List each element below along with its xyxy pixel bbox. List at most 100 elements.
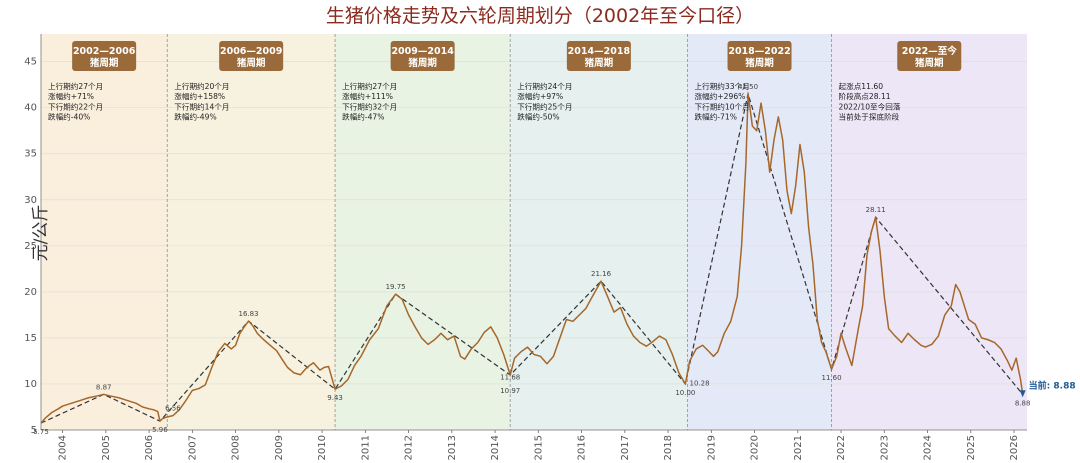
- y-tick-label: 35: [24, 149, 37, 160]
- cycle-note: 下行期约32个月: [342, 101, 397, 111]
- cycle-note: 涨幅约+158%: [174, 91, 225, 101]
- cycle-badge: [390, 41, 455, 71]
- cycle-sub: 猪周期: [584, 57, 614, 69]
- cycle-badge: [566, 41, 631, 71]
- cycle-note: 涨幅约+97%: [517, 91, 563, 101]
- y-tick-label: 40: [24, 103, 37, 114]
- cycle-note: 跌幅约-47%: [342, 112, 384, 122]
- current-value-label: 当前: 8.88: [1029, 379, 1076, 391]
- cycle-note: 起涨点11.60: [839, 81, 884, 91]
- cycle-name: 2014—2018: [568, 46, 631, 57]
- turning-point-label: 41.50: [738, 83, 758, 91]
- x-tick-label: 2021: [793, 435, 804, 460]
- turning-point-label: 10.28: [690, 379, 710, 387]
- cycle-note: 涨幅约+296%: [695, 91, 746, 101]
- turning-point-label: 16.83: [239, 310, 259, 318]
- cycle-note: 阶段高点28.11: [839, 91, 891, 101]
- cycle-badge: [72, 41, 137, 71]
- x-tick-label: 2016: [577, 435, 588, 460]
- turning-point-label: 28.11: [866, 206, 886, 214]
- turning-point-label: 6.56: [165, 405, 181, 413]
- y-tick-label: 15: [24, 333, 37, 344]
- cycle-badge: [219, 41, 284, 71]
- turning-point-label: 8.87: [96, 383, 112, 391]
- turning-point-label: 11.68: [500, 373, 520, 381]
- x-tick-label: 2015: [533, 435, 544, 460]
- cycle-band: [41, 34, 168, 430]
- cycle-note: 下行期约10个月: [695, 101, 750, 111]
- x-tick-label: 2022: [836, 435, 847, 460]
- y-tick-label: 5: [31, 425, 37, 436]
- turning-point-label: 11.60: [822, 374, 842, 382]
- y-tick-label: 20: [24, 287, 37, 298]
- x-tick-label: 2018: [663, 435, 674, 460]
- cycle-note: 下行期约22个月: [48, 101, 103, 111]
- turning-point-label: 10.00: [675, 389, 695, 397]
- x-tick-label: 2008: [231, 435, 242, 460]
- x-tick-label: 2014: [490, 435, 501, 460]
- x-tick-label: 2024: [923, 435, 934, 460]
- x-tick-label: 2010: [317, 435, 328, 460]
- cycle-note: 当前处于探底阶段: [839, 112, 900, 122]
- y-tick-label: 10: [24, 379, 37, 390]
- cycle-note: 2022/10至今回落: [839, 101, 901, 111]
- cycle-note: 下行期约25个月: [517, 101, 572, 111]
- x-tick-label: 2023: [879, 435, 890, 460]
- x-tick-label: 2004: [58, 435, 69, 460]
- x-tick-label: 2025: [966, 435, 977, 460]
- turning-point-label: 5.75: [33, 428, 49, 436]
- x-tick-label: 2012: [404, 435, 415, 460]
- cycle-note: 跌幅约-50%: [517, 112, 559, 122]
- cycle-note: 上行期约27个月: [342, 81, 397, 91]
- cycle-badge: [897, 41, 962, 71]
- cycle-band: [335, 34, 511, 430]
- cycle-dividers: [166, 34, 832, 430]
- price-line: [40, 93, 1024, 424]
- cycle-sub: 猪周期: [89, 57, 119, 69]
- x-tick-label: 2013: [447, 435, 458, 460]
- cycle-name: 2009—2014: [391, 46, 454, 57]
- cycle-band: [687, 34, 832, 430]
- x-tick-label: 2017: [620, 435, 631, 460]
- turning-point-label: 8.88: [1015, 399, 1031, 407]
- cycle-sub: 猪周期: [744, 57, 774, 69]
- turning-point-label: 21.16: [591, 270, 612, 278]
- x-tick-label: 2005: [101, 435, 112, 460]
- cycle-name: 2002—2006: [73, 46, 136, 57]
- cycle-sub: 猪周期: [914, 57, 944, 69]
- current-marker: [1019, 390, 1026, 398]
- turning-point-label: 10.97: [500, 387, 520, 395]
- cycle-sub: 猪周期: [407, 57, 437, 69]
- cycle-note: 跌幅约-49%: [174, 112, 216, 122]
- x-tick-label: 2020: [750, 435, 761, 460]
- cycle-note: 跌幅约-40%: [48, 112, 90, 122]
- cycle-note: 上行期约24个月: [517, 81, 572, 91]
- cycle-name: 2018—2022: [728, 46, 790, 57]
- cycle-badge: [727, 41, 792, 71]
- price-series-line: [40, 93, 1024, 424]
- y-tick-label: 45: [24, 57, 37, 68]
- cycle-note: 涨幅约+71%: [48, 91, 94, 101]
- x-tick-label: 2006: [144, 435, 155, 460]
- cycle-badges: 2002—2006猪周期上行期约27个月涨幅约+71%下行期约22个月跌幅约-4…: [48, 41, 962, 122]
- cycle-sub: 猪周期: [236, 57, 266, 69]
- cycle-name: 2022—至今: [902, 45, 957, 57]
- cycle-band: [510, 34, 688, 430]
- cycle-note: 上行期约27个月: [48, 81, 103, 91]
- x-tick-label: 2026: [1009, 435, 1020, 460]
- cycle-note: 下行期约14个月: [174, 101, 229, 111]
- chart-title: 生猪价格走势及六轮周期划分（2002年至今口径）: [326, 5, 754, 27]
- x-tick-label: 2009: [274, 435, 285, 460]
- turning-point-label: 19.75: [386, 283, 406, 291]
- cycle-band: [831, 34, 1027, 430]
- cycle-note: 上行期约33个月: [695, 81, 750, 91]
- cycle-note: 上行期约20个月: [174, 81, 229, 91]
- y-axis-label: 元/公斤: [31, 205, 51, 262]
- turning-point-label: 9.43: [327, 394, 343, 402]
- x-tick-label: 2007: [187, 435, 198, 460]
- y-tick-label: 25: [24, 241, 37, 252]
- cycle-backgrounds: [41, 34, 1027, 430]
- cycle-note: 跌幅约-71%: [695, 112, 737, 122]
